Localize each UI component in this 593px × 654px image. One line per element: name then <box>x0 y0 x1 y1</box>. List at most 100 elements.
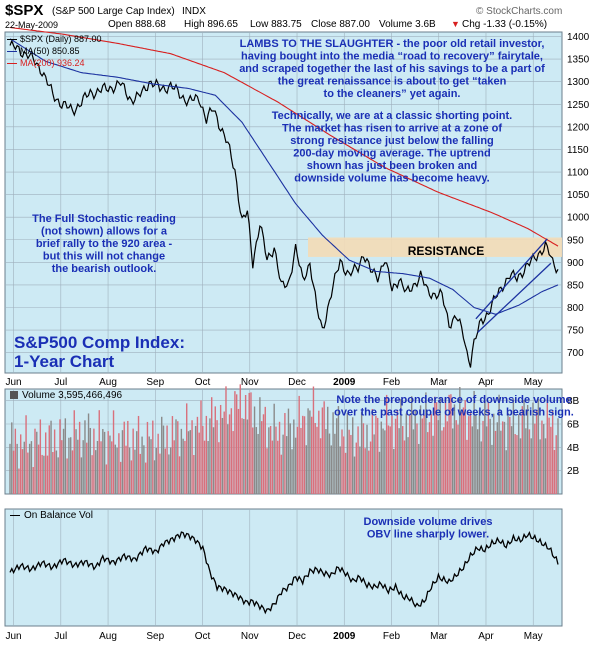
volume-bar <box>441 430 443 494</box>
volume-bar <box>287 408 290 494</box>
volume-bar <box>410 396 413 494</box>
price-tick-label: 800 <box>567 303 584 314</box>
volume-bar <box>75 429 77 494</box>
volume-bar <box>541 420 543 494</box>
volume-bar <box>487 402 490 494</box>
volume-bar <box>171 416 174 494</box>
volume-bar <box>425 392 427 494</box>
volume-bar <box>407 437 409 494</box>
date-label: 22-May-2009 <box>5 20 59 30</box>
volume-bar <box>514 434 516 494</box>
volume-bar <box>66 458 68 494</box>
price-tick-label: 1150 <box>567 145 589 156</box>
volume-bar <box>302 415 304 494</box>
symbol-label: $SPX <box>5 2 44 19</box>
x-tick-label-obv: Dec <box>288 631 306 642</box>
volume-bar <box>364 448 366 494</box>
volume-tick-label: 8B <box>567 396 580 407</box>
volume-bar <box>244 394 247 494</box>
volume-bar <box>93 428 95 494</box>
volume-bar <box>369 441 372 494</box>
volume-bar <box>127 420 129 494</box>
volume-bar <box>237 408 240 494</box>
volume-bar <box>273 403 275 494</box>
volume-bar <box>526 405 529 494</box>
volume-bar <box>544 438 547 494</box>
volume-bar <box>539 439 541 494</box>
volume-bar <box>144 462 147 494</box>
volume-bar <box>305 445 308 494</box>
x-tick-label-obv: Jun <box>6 631 22 642</box>
volume-bar <box>84 420 86 494</box>
volume-bar <box>16 443 18 494</box>
volume-bar <box>325 429 327 494</box>
volume-bar <box>48 425 50 494</box>
volume-bar <box>57 457 59 494</box>
x-tick-label-obv: Feb <box>383 631 401 642</box>
volume-bar <box>435 402 438 494</box>
legend-ma200-text: MA(200) 936.24 <box>20 58 85 68</box>
volume-bar <box>323 401 325 494</box>
volume-bar <box>355 442 357 494</box>
volume-bar <box>446 421 449 494</box>
volume-bar <box>71 450 74 494</box>
volume-bar <box>211 397 213 494</box>
x-tick-label-obv: 2009 <box>333 631 356 642</box>
volume-bar <box>112 410 115 494</box>
volume-bar <box>202 425 204 494</box>
volume-bar <box>373 434 375 494</box>
volume-bar <box>28 443 31 494</box>
volume-bar <box>123 421 125 494</box>
volume-bar <box>187 431 190 494</box>
volume-bar <box>227 424 229 494</box>
volume-bar <box>248 392 250 494</box>
volume-bar <box>152 420 154 494</box>
volume-bar <box>503 421 506 494</box>
volume-bar <box>23 441 25 494</box>
volume-bar <box>219 404 222 494</box>
volume-bar <box>111 441 113 494</box>
annotation-obv-line: OBV line sharply lower. <box>367 529 489 541</box>
x-tick-label-price: Mar <box>430 377 448 388</box>
annotation-volume-line: Note the preponderance of downside volum… <box>336 394 571 406</box>
volume-bar <box>553 450 556 494</box>
ma200-line <box>9 26 559 247</box>
volume-bar <box>469 412 472 494</box>
obv-panel <box>4 508 563 627</box>
legend-ma200: MA(200) 936.24 <box>7 58 85 68</box>
volume-bar <box>137 415 140 494</box>
volume-bar <box>484 400 486 494</box>
ma50-line <box>9 38 559 315</box>
volume-bar <box>278 421 281 494</box>
volume-bar <box>14 428 17 494</box>
obv-line <box>9 530 559 615</box>
volume-bar <box>352 417 354 494</box>
volume-panel-label: Volume 3,595,466,496 <box>22 390 123 401</box>
volume-bar <box>11 422 13 494</box>
volume-bar <box>509 416 511 494</box>
volume-tick-label: 6B <box>567 420 580 431</box>
volume-bar <box>232 431 234 494</box>
volume-bar <box>403 440 406 494</box>
exchange-label: INDX <box>182 6 206 17</box>
volume-bar <box>114 444 117 494</box>
volume-bar <box>282 434 284 494</box>
volume-bar <box>328 433 331 494</box>
volume-bar <box>141 436 143 494</box>
chart-title-line: 1-Year Chart <box>14 352 114 371</box>
volume-bar <box>362 423 365 494</box>
volume-bar <box>475 414 477 494</box>
volume-bar <box>27 452 29 494</box>
volume-bar <box>430 414 432 494</box>
volume-bar <box>264 406 266 494</box>
volume-bar <box>94 450 97 494</box>
volume-bar <box>68 437 70 494</box>
x-tick-label-obv: Sep <box>146 631 164 642</box>
volume-bar <box>548 417 550 494</box>
volume-bar <box>366 424 368 494</box>
price-tick-label: 1200 <box>567 122 590 133</box>
x-tick-label-obv: Mar <box>430 631 448 642</box>
volume-bar <box>405 413 407 494</box>
volume-bar <box>480 441 482 494</box>
volume-bar <box>423 414 425 494</box>
